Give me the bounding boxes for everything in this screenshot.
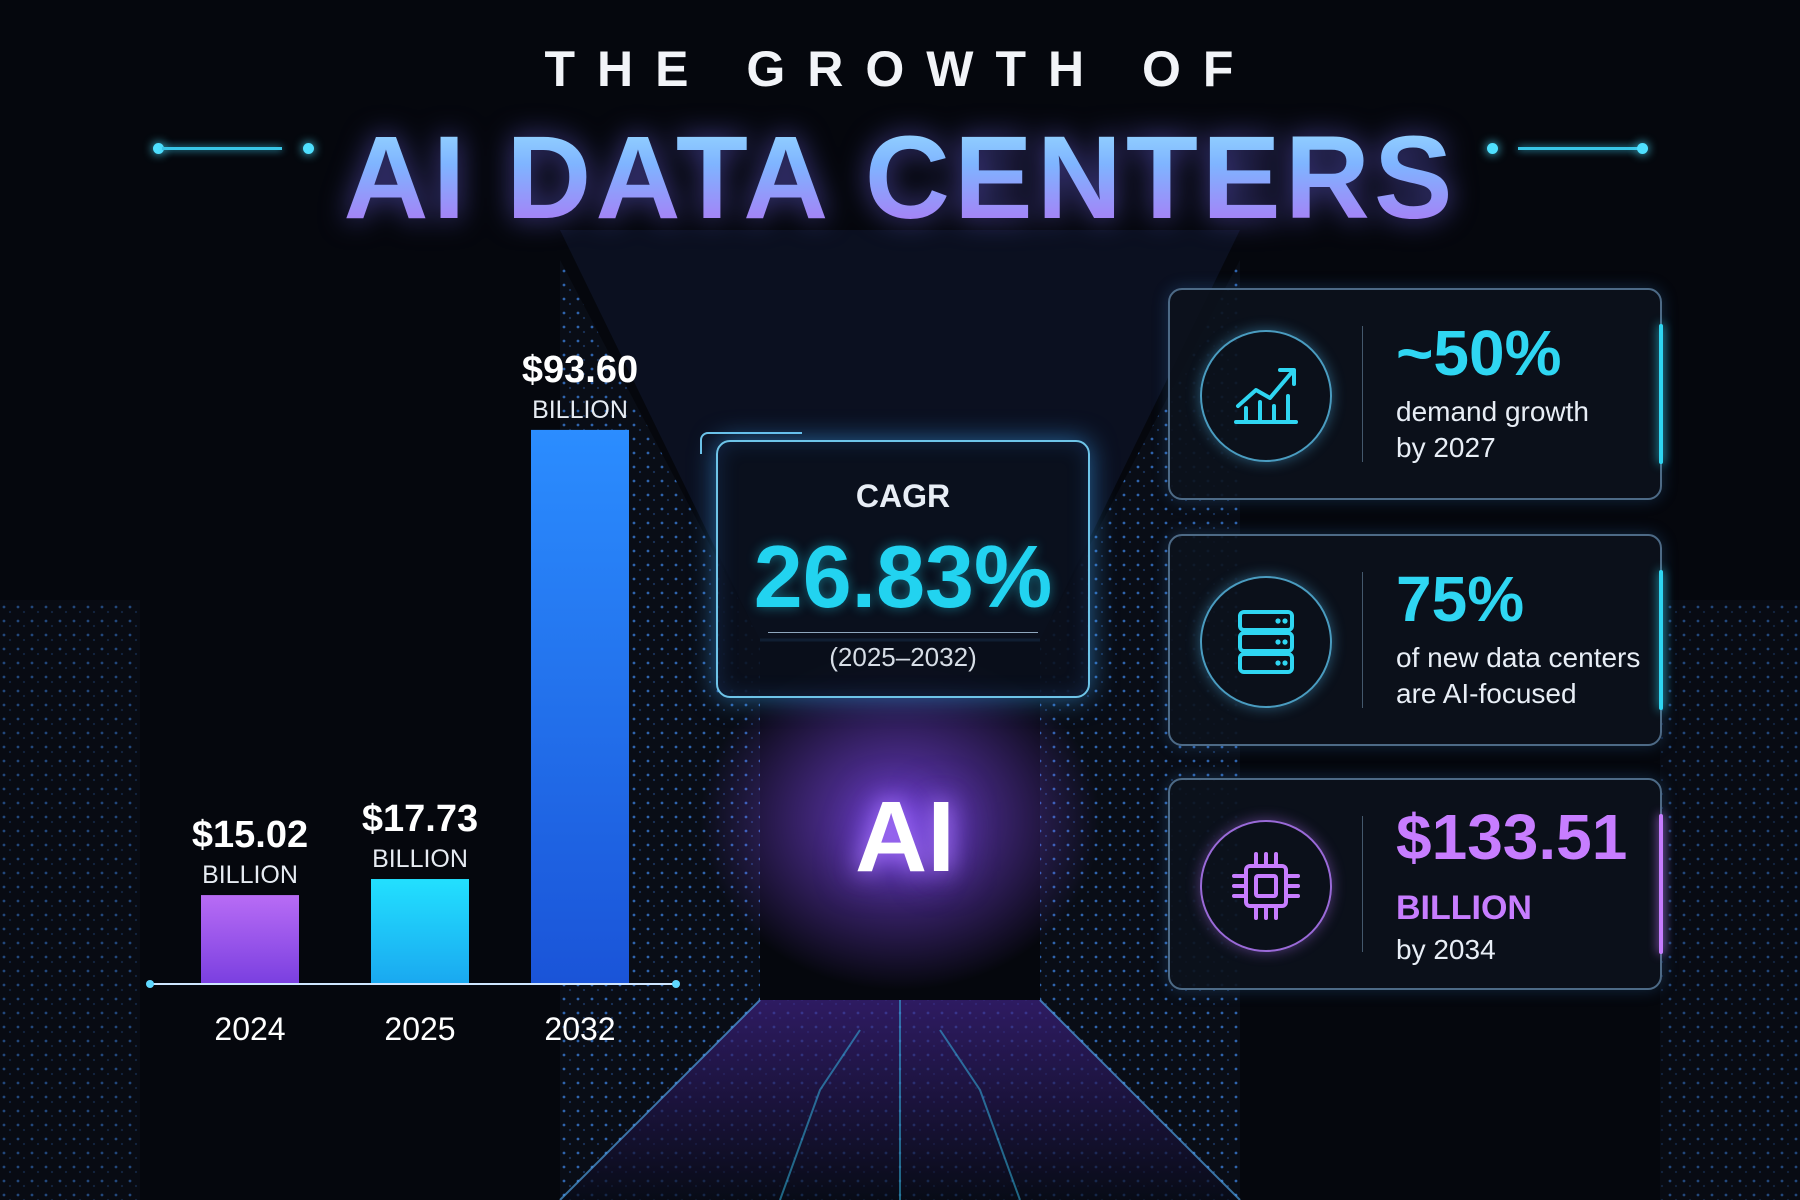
stat-divider <box>1362 816 1363 952</box>
cagr-value: 26.83% <box>753 527 1053 626</box>
card-edge-accent <box>1659 814 1663 954</box>
stat-divider <box>1362 572 1363 708</box>
title-deco-dot-left-inner <box>303 143 314 154</box>
stat-card-ai-focused: 75% of new data centers are AI-focused <box>1168 534 1663 746</box>
stat-divider <box>1362 326 1363 462</box>
cagr-label: CAGR <box>855 478 951 514</box>
stat-card-demand-growth: ~50% demand growth by 2027 <box>1168 288 1663 500</box>
page-title: AI DATA CENTERS <box>0 110 1800 246</box>
stat-value: 75% <box>1396 563 1525 635</box>
stat-caption-line-2: by 2027 <box>1396 432 1496 463</box>
card-edge-accent <box>1659 570 1663 710</box>
server-icon <box>1200 576 1332 708</box>
cagr-divider <box>768 632 1038 633</box>
cagr-card-tab <box>700 432 802 454</box>
chip-icon <box>1200 820 1332 952</box>
growth-chart-icon <box>1200 330 1332 462</box>
stat-value: ~50% <box>1396 317 1562 389</box>
card-edge-accent <box>1659 324 1663 464</box>
title-deco-dot-right-inner <box>1487 143 1498 154</box>
title-deco-dot-right-outer <box>1637 143 1648 154</box>
title-prefix: THE GROWTH OF <box>544 41 1256 97</box>
title-deco-line-right <box>1518 147 1638 150</box>
title-deco-line-left <box>162 147 282 150</box>
stat-caption-line-1: demand growth <box>1396 396 1590 427</box>
stat-value: $133.51 <box>1396 801 1628 873</box>
cagr-period: (2025–2032) <box>829 642 977 672</box>
stat-caption-line-2: are AI-focused <box>1396 678 1577 709</box>
stat-card-market-2034: $133.51 BILLION by 2034 <box>1168 778 1663 990</box>
cagr-card: CAGR 26.83% (2025–2032) <box>716 440 1090 698</box>
stat-caption-line-1: of new data centers <box>1396 642 1641 673</box>
stat-caption-line-2: by 2034 <box>1396 934 1496 965</box>
title-deco-dot-left-outer <box>153 143 164 154</box>
stat-caption-line-1: BILLION <box>1396 889 1532 927</box>
corridor-ai-text: AI <box>855 781 955 893</box>
